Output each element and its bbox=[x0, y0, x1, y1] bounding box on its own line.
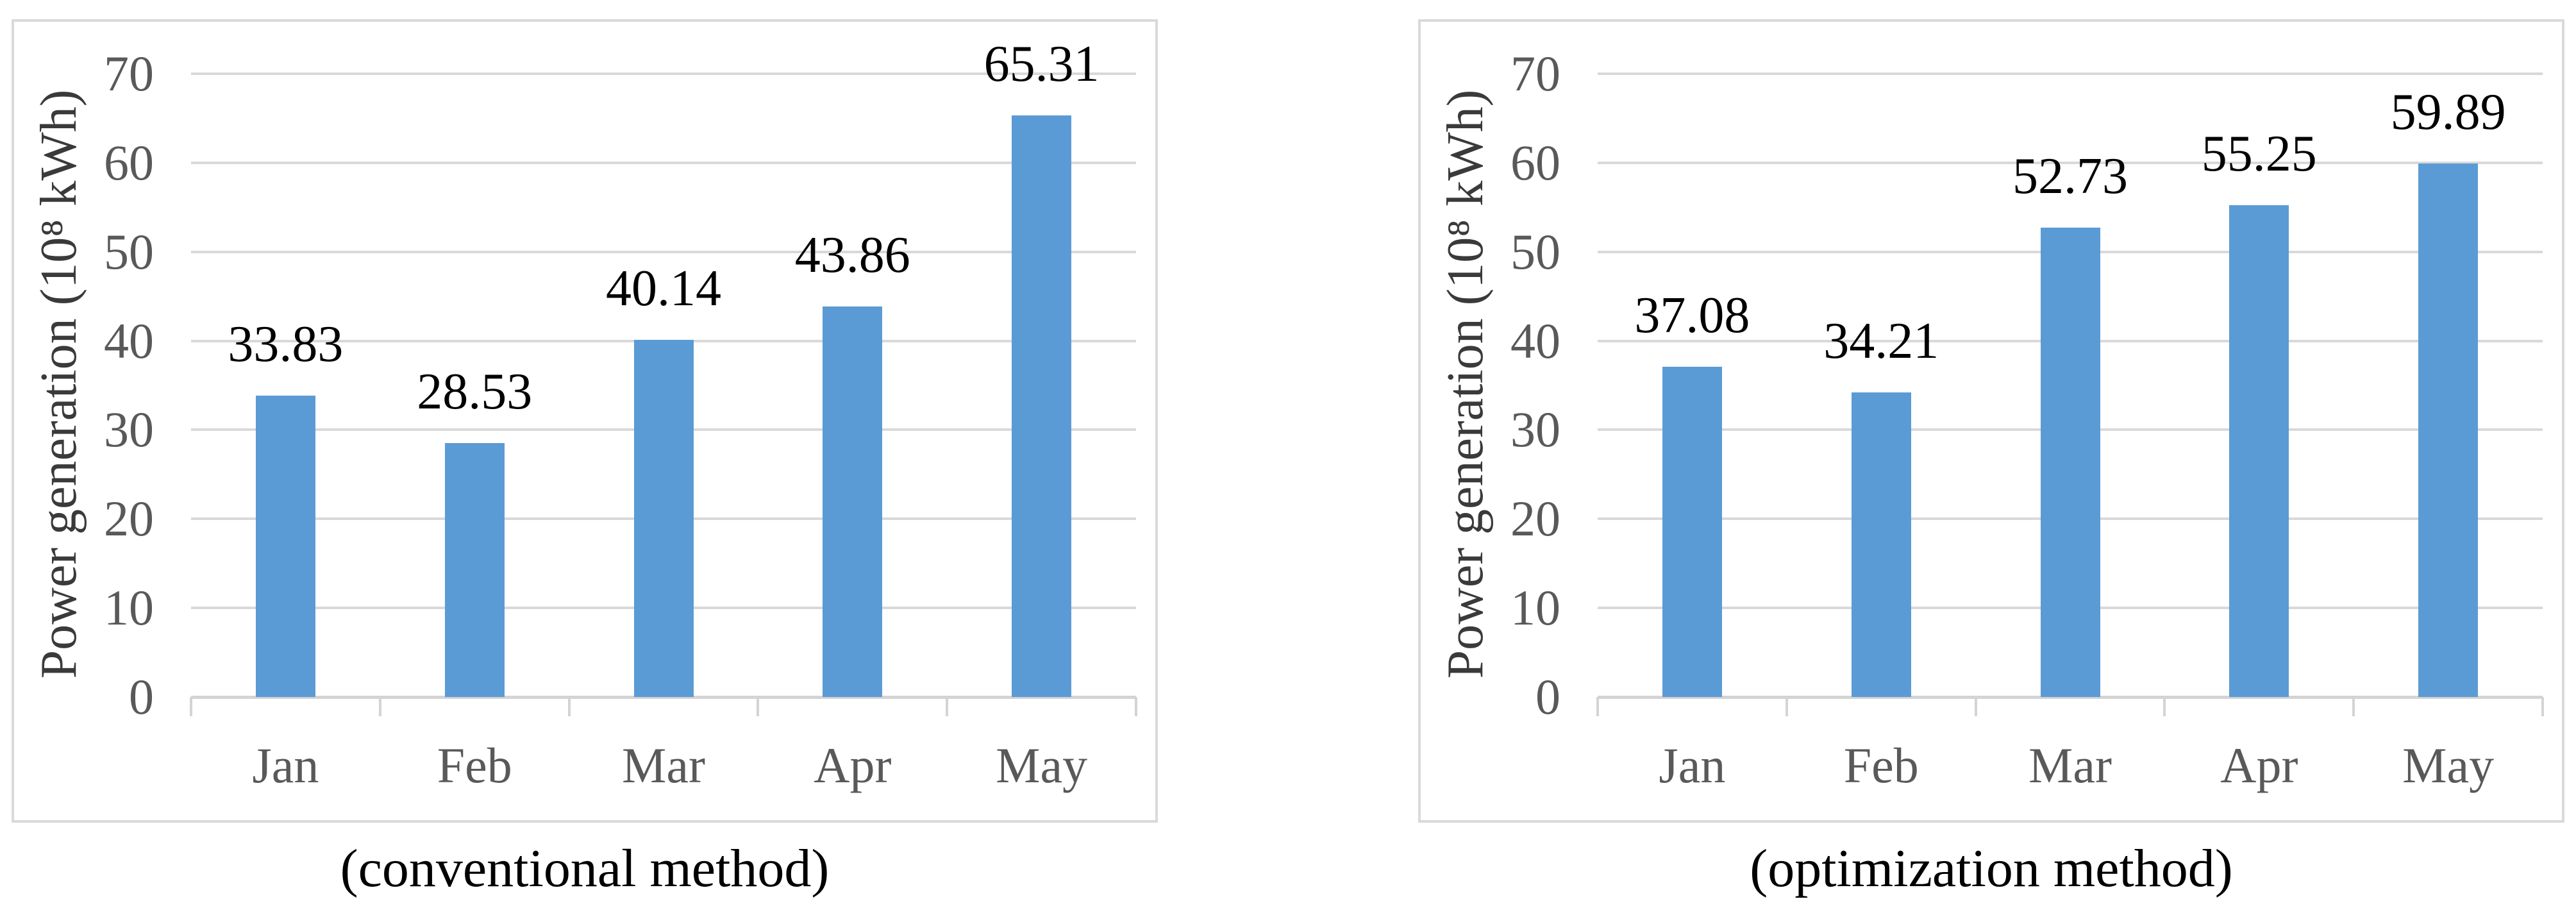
gridline-60 bbox=[191, 161, 1136, 164]
y-tick-label-0: 0 bbox=[129, 669, 154, 725]
y-tick-label-70: 70 bbox=[1510, 46, 1560, 102]
x-category-label-mar: Mar bbox=[2028, 737, 2112, 793]
bar-mar bbox=[633, 340, 694, 697]
x-category-label-may: May bbox=[2402, 737, 2495, 793]
data-label-mar: 52.73 bbox=[2012, 148, 2128, 205]
y-tick-label-60: 60 bbox=[1510, 134, 1560, 190]
bar-feb bbox=[444, 443, 505, 697]
x-axis-tick bbox=[1135, 697, 1137, 716]
x-axis-tick bbox=[2163, 697, 2166, 716]
bar-jan bbox=[255, 396, 315, 697]
x-axis-tick bbox=[2541, 697, 2544, 716]
x-axis-tick bbox=[2352, 697, 2355, 716]
y-tick-label-10: 10 bbox=[104, 580, 154, 636]
y-tick-label-30: 30 bbox=[1510, 401, 1560, 458]
x-axis-line bbox=[191, 696, 1136, 699]
y-tick-label-40: 40 bbox=[104, 312, 154, 369]
y-axis-title: Power generation (10⁸ kWh) bbox=[1437, 89, 1494, 679]
data-label-feb: 34.21 bbox=[1823, 313, 1939, 369]
bar-apr bbox=[823, 306, 883, 697]
chart-conventional-method: 0 10 20 30 40 50 60 70 33.83 Jan 28.53 Feb 40.14 Mar 4… bbox=[12, 19, 1158, 823]
data-label-feb: 28.53 bbox=[417, 364, 533, 420]
y-tick-label-50: 50 bbox=[1510, 223, 1560, 280]
x-axis-tick bbox=[567, 697, 571, 716]
y-tick-label-50: 50 bbox=[104, 223, 154, 280]
y-axis-title: Power generation (10⁸ kWh) bbox=[31, 89, 87, 679]
x-category-label-may: May bbox=[996, 737, 1088, 793]
y-tick-label-40: 40 bbox=[1510, 312, 1560, 369]
data-label-apr: 43.86 bbox=[794, 227, 910, 283]
bar-may bbox=[2418, 164, 2479, 697]
x-category-label-feb: Feb bbox=[1843, 737, 1919, 793]
y-tick-label-10: 10 bbox=[1510, 580, 1560, 636]
x-category-label-apr: Apr bbox=[814, 737, 892, 793]
x-category-label-jan: Jan bbox=[252, 737, 319, 793]
x-axis-tick bbox=[190, 697, 192, 716]
bar-apr bbox=[2229, 205, 2289, 697]
bar-may bbox=[1012, 115, 1072, 697]
bar-mar bbox=[2040, 228, 2100, 697]
data-label-may: 65.31 bbox=[983, 36, 1100, 92]
data-label-jan: 33.83 bbox=[228, 316, 344, 373]
bar-feb bbox=[1851, 392, 1911, 697]
data-label-mar: 40.14 bbox=[606, 260, 721, 317]
data-label-may: 59.89 bbox=[2390, 84, 2506, 140]
y-tick-label-20: 20 bbox=[1510, 491, 1560, 547]
data-label-jan: 37.08 bbox=[1634, 287, 1750, 344]
x-category-label-mar: Mar bbox=[622, 737, 705, 793]
x-axis-tick bbox=[1785, 697, 1788, 716]
y-tick-label-70: 70 bbox=[104, 46, 154, 102]
gridline-70 bbox=[1598, 72, 2543, 76]
y-tick-label-20: 20 bbox=[104, 491, 154, 547]
x-category-label-feb: Feb bbox=[437, 737, 512, 793]
y-tick-label-60: 60 bbox=[104, 134, 154, 190]
caption-optimization-method: (optimization method) bbox=[1750, 839, 2233, 898]
x-axis-line bbox=[1598, 696, 2543, 699]
chart-optimization-method: 0 10 20 30 40 50 60 70 37.08 Jan 34.21 Feb 52.73 Mar 5… bbox=[1418, 19, 2564, 823]
x-axis-tick bbox=[1596, 697, 1599, 716]
caption-conventional-method: (conventional method) bbox=[340, 839, 830, 898]
x-category-label-jan: Jan bbox=[1659, 737, 1726, 793]
x-axis-tick bbox=[946, 697, 949, 716]
gridline-50 bbox=[191, 250, 1136, 253]
y-tick-label-0: 0 bbox=[1535, 669, 1560, 725]
bar-jan bbox=[1662, 367, 1722, 697]
x-category-label-apr: Apr bbox=[2220, 737, 2298, 793]
y-tick-label-30: 30 bbox=[104, 401, 154, 458]
x-axis-tick bbox=[757, 697, 760, 716]
x-axis-tick bbox=[378, 697, 381, 716]
data-label-apr: 55.25 bbox=[2201, 126, 2317, 182]
x-axis-tick bbox=[1974, 697, 1977, 716]
